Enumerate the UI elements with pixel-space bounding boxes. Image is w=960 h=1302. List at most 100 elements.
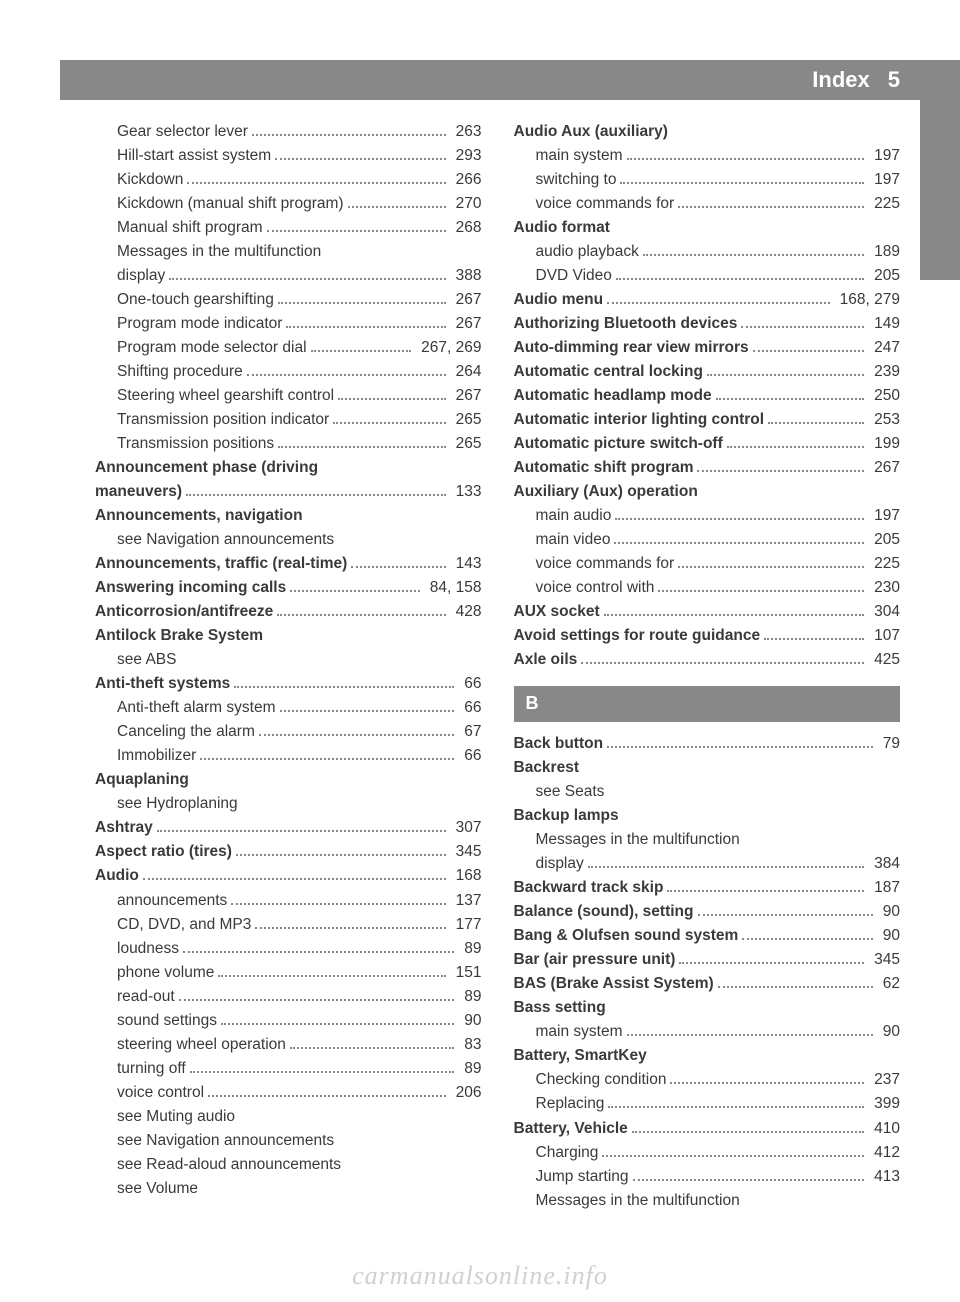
index-page: 239 (868, 360, 900, 384)
index-entry: Automatic interior lighting control253 (514, 408, 901, 432)
leader-dots (183, 939, 454, 953)
index-entry: Kickdown266 (95, 168, 482, 192)
index-label: Anti-theft systems (95, 672, 230, 696)
index-label: loudness (117, 937, 179, 961)
index-entry: Manual shift program268 (95, 216, 482, 240)
leader-dots (607, 290, 830, 304)
index-heading: Audio format (514, 216, 901, 240)
index-entry: Authorizing Bluetooth devices149 (514, 312, 901, 336)
index-label: Checking condition (536, 1068, 667, 1092)
leader-dots (278, 290, 446, 304)
index-entry: Gear selector lever263 (95, 120, 482, 144)
index-page: 89 (458, 985, 481, 1009)
index-label: display (536, 852, 584, 876)
index-page: 225 (868, 552, 900, 576)
leader-dots (620, 170, 864, 184)
index-label: main video (536, 528, 611, 552)
index-page: 225 (868, 192, 900, 216)
leader-dots (351, 554, 445, 568)
index-label: Kickdown (117, 168, 183, 192)
leader-dots (627, 1023, 873, 1037)
index-label: Hill-start assist system (117, 144, 271, 168)
index-label: Audio (95, 864, 139, 888)
index-page: 62 (877, 972, 900, 996)
index-entry: audio playback189 (514, 240, 901, 264)
index-label: Gear selector lever (117, 120, 248, 144)
index-label: Ashtray (95, 816, 153, 840)
index-label: Bang & Olufsen sound system (514, 924, 739, 948)
leader-dots (602, 1143, 864, 1157)
index-entry: steering wheel operation 83 (95, 1033, 482, 1057)
index-page: 79 (877, 732, 900, 756)
index-entry: main system197 (514, 144, 901, 168)
leader-dots (275, 146, 445, 160)
index-entry: Automatic headlamp mode250 (514, 384, 901, 408)
index-page: 399 (868, 1092, 900, 1116)
index-label: display (117, 264, 165, 288)
index-entry: Bang & Olufsen sound system 90 (514, 924, 901, 948)
index-page: 66 (458, 744, 481, 768)
leader-dots (643, 242, 864, 256)
leader-dots (290, 578, 420, 592)
index-entry: DVD Video205 (514, 264, 901, 288)
index-label: phone volume (117, 961, 214, 985)
leader-dots (608, 1095, 864, 1109)
index-entry: Messages in the multifunctiondisplay384 (514, 828, 901, 876)
index-label: Automatic interior lighting control (514, 408, 765, 432)
index-page: 199 (868, 432, 900, 456)
header-bar: Index 5 (60, 60, 920, 100)
index-label: voice control with (536, 576, 655, 600)
index-entry: Battery, Vehicle410 (514, 1117, 901, 1141)
index-page: 410 (868, 1117, 900, 1141)
leader-dots (187, 170, 445, 184)
index-page: 133 (450, 480, 482, 504)
index-heading: Audio Aux (auxiliary) (514, 120, 901, 144)
index-heading: Battery, SmartKey (514, 1044, 901, 1068)
index-label: Aquaplaning (95, 768, 189, 792)
leader-dots (670, 1071, 864, 1085)
index-label: Messages in the multifunction (536, 1189, 901, 1213)
index-page: 83 (458, 1033, 481, 1057)
index-page: 168 (450, 864, 482, 888)
index-label: steering wheel operation (117, 1033, 286, 1057)
index-heading: Backrest (514, 756, 901, 780)
index-label: Backward track skip (514, 876, 664, 900)
index-label: Balance (sound), setting (514, 900, 694, 924)
index-see-reference: see ABS (95, 648, 482, 672)
index-page: 247 (868, 336, 900, 360)
index-label: Program mode selector dial (117, 336, 307, 360)
index-page: 90 (877, 924, 900, 948)
index-entry: Aspect ratio (tires)345 (95, 840, 482, 864)
index-label: Messages in the multifunction (117, 240, 482, 264)
leader-dots (718, 974, 873, 988)
leader-dots (727, 434, 864, 448)
leader-dots (277, 602, 445, 616)
index-page: 187 (868, 876, 900, 900)
leader-dots (768, 410, 864, 424)
index-label: Messages in the multifunction (536, 828, 901, 852)
index-entry: Jump starting413 (514, 1165, 901, 1189)
index-see-reference: see Seats (514, 780, 901, 804)
index-page: 149 (868, 312, 900, 336)
index-entry: Avoid settings for route guidance107 (514, 624, 901, 648)
index-page: 230 (868, 576, 900, 600)
index-label: Axle oils (514, 648, 578, 672)
index-label: Jump starting (536, 1165, 629, 1189)
index-entry: turning off89 (95, 1057, 482, 1081)
index-entry: Audio menu168, 279 (514, 288, 901, 312)
index-label: Bass setting (514, 996, 606, 1020)
index-entry: Hill-start assist system293 (95, 144, 482, 168)
leader-dots (143, 867, 446, 881)
index-page: 197 (868, 144, 900, 168)
leader-dots (716, 386, 865, 400)
leader-dots (333, 410, 445, 424)
leader-dots (286, 314, 445, 328)
index-entry: Replacing399 (514, 1092, 901, 1116)
index-label: Transmission position indicator (117, 408, 329, 432)
index-entry: One-touch gearshifting267 (95, 288, 482, 312)
leader-dots (179, 987, 455, 1001)
index-entry: voice commands for225 (514, 552, 901, 576)
leader-dots (632, 1119, 864, 1133)
manual-index-page: Index 5 Gear selector lever263Hill-start… (0, 0, 960, 1302)
index-page: 345 (450, 840, 482, 864)
